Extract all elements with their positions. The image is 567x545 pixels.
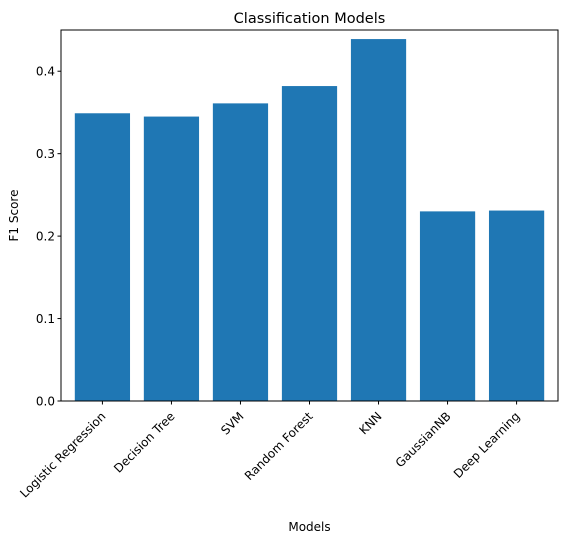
chart-title: Classification Models bbox=[234, 11, 386, 27]
bar bbox=[281, 86, 338, 401]
y-tick-label: 0.3 bbox=[36, 147, 55, 161]
bar bbox=[143, 116, 200, 402]
y-tick-label: 0.2 bbox=[36, 229, 55, 243]
bar bbox=[488, 210, 545, 401]
x-axis-label: Models bbox=[288, 520, 330, 534]
bars-group bbox=[74, 39, 545, 402]
bar bbox=[74, 113, 131, 401]
y-axis: 0.0 0.1 0.2 0.3 0.4 bbox=[36, 65, 61, 408]
y-tick-label: 0.0 bbox=[36, 394, 55, 408]
y-tick-label: 0.1 bbox=[36, 312, 55, 326]
plot-frame bbox=[60, 29, 559, 402]
bar bbox=[212, 103, 269, 402]
bar bbox=[350, 39, 407, 402]
bar bbox=[419, 211, 476, 401]
y-tick-label: 0.4 bbox=[36, 65, 55, 79]
y-axis-label: F1 Score bbox=[7, 190, 21, 242]
